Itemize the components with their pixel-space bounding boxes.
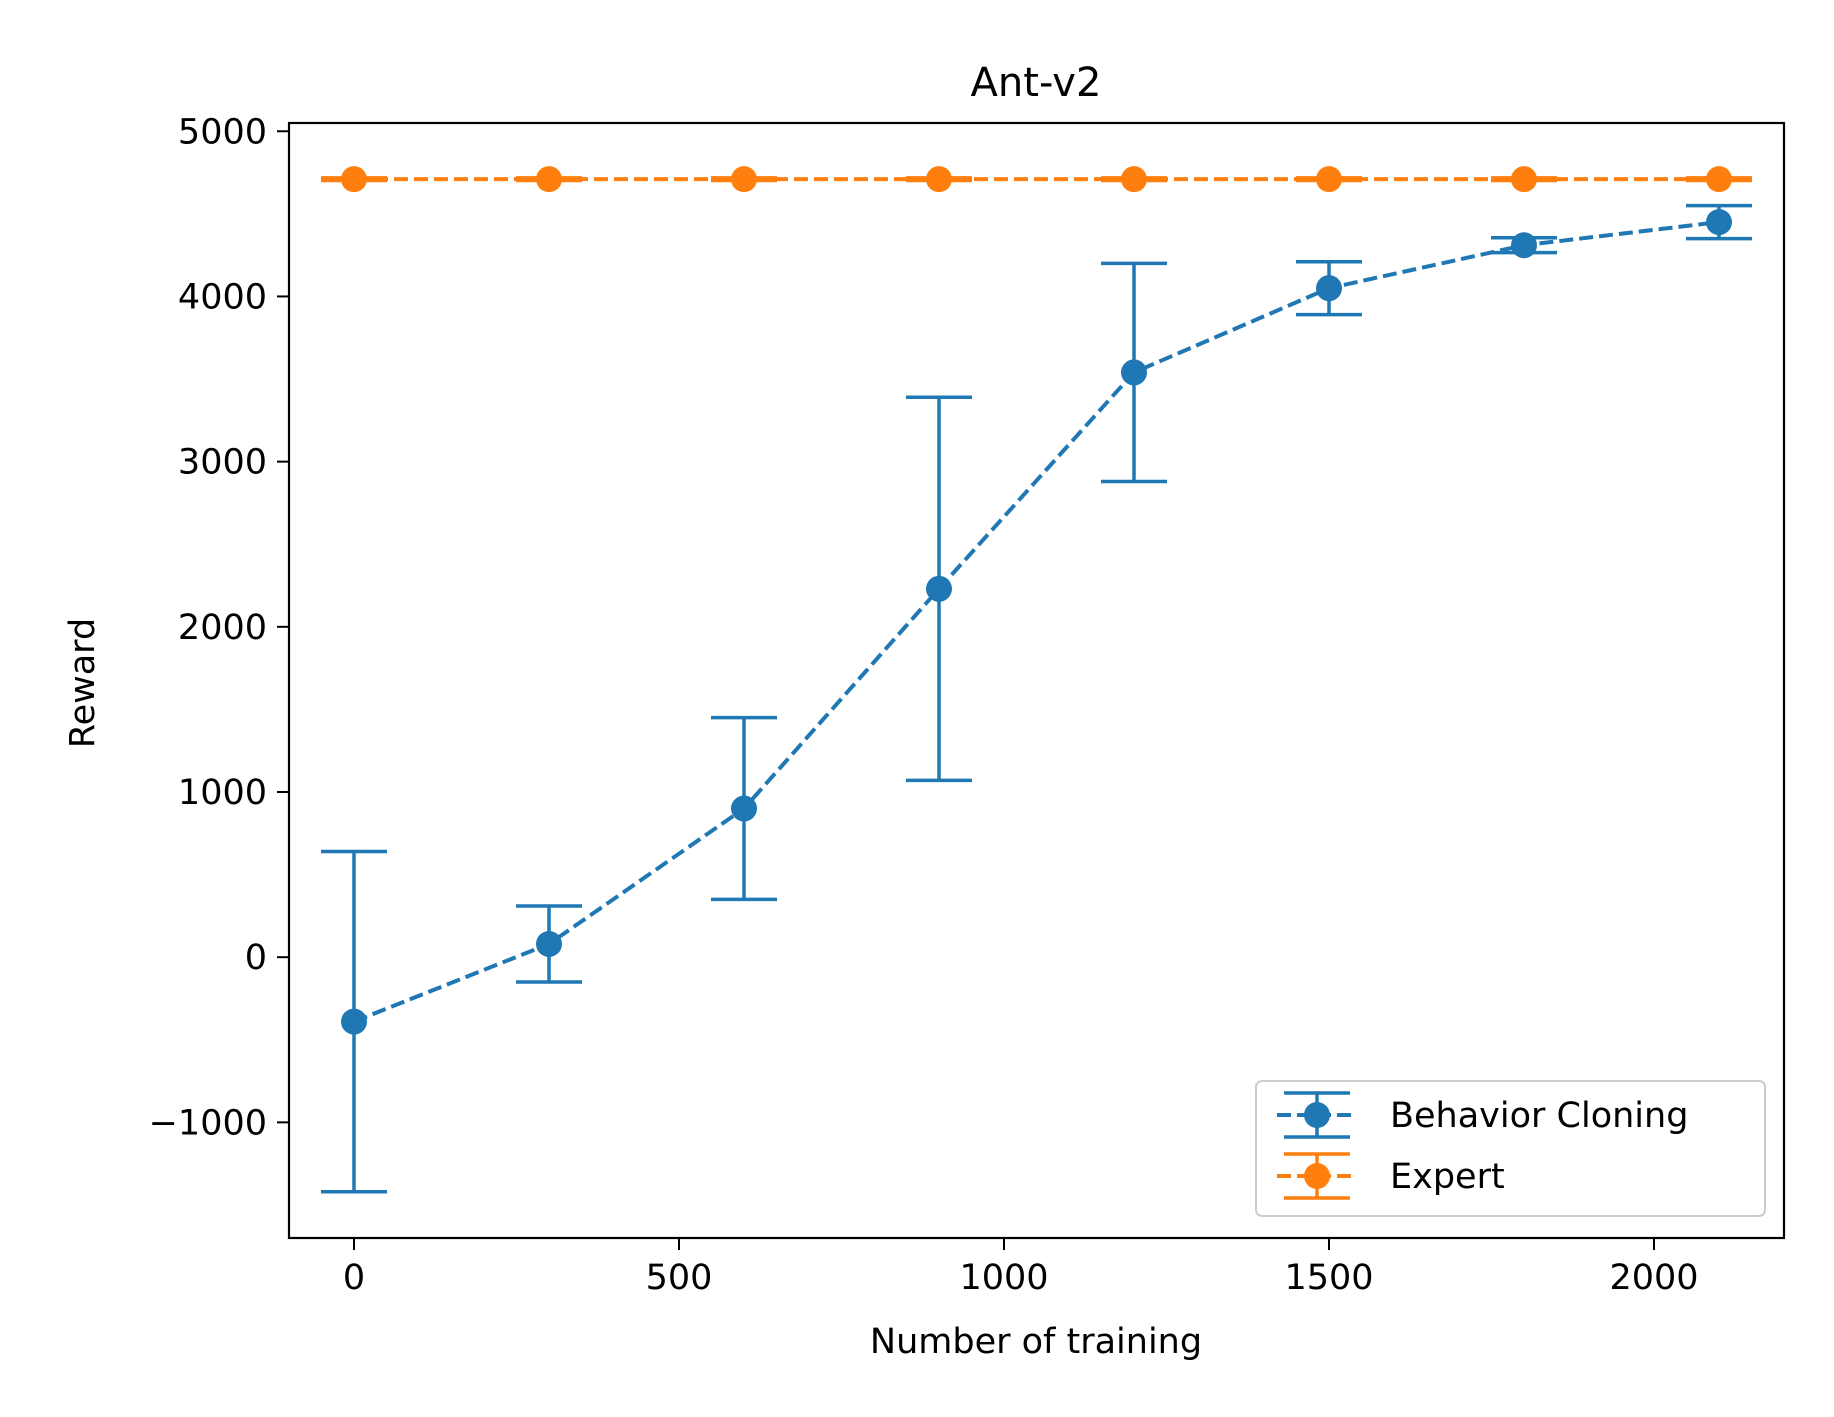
plot-area <box>321 166 1752 1194</box>
data-point <box>341 1008 367 1035</box>
series-expert <box>321 166 1752 193</box>
data-point <box>1511 166 1537 193</box>
series-line <box>353 220 1720 1024</box>
data-point <box>926 166 952 193</box>
data-point <box>1121 359 1147 386</box>
legend-label: Behavior Cloning <box>1390 1096 1688 1136</box>
data-point <box>731 795 757 822</box>
data-point <box>1511 232 1537 259</box>
legend-marker <box>1304 1102 1330 1128</box>
x-tick-label: 1500 <box>1284 1258 1373 1298</box>
legend-marker <box>1304 1163 1330 1189</box>
y-tick-label: −1000 <box>149 1103 267 1143</box>
legend-item: Expert <box>1277 1152 1505 1200</box>
data-point <box>536 166 562 193</box>
x-tick-label: 0 <box>343 1258 365 1298</box>
data-point <box>1121 166 1147 193</box>
y-tick-label: 5000 <box>178 112 267 152</box>
axes-frame <box>287 121 1786 1240</box>
y-axis-ticks: −1000 0 1000 2000 3000 4000 5000 <box>149 112 289 1143</box>
data-point <box>1316 166 1342 193</box>
x-tick-label: 500 <box>646 1258 713 1298</box>
series-behavior-cloning <box>321 203 1752 1194</box>
data-point <box>926 575 952 602</box>
data-point <box>1706 209 1732 236</box>
y-axis-label: Reward <box>63 618 103 748</box>
y-tick-label: 3000 <box>178 443 267 483</box>
y-tick-label: 2000 <box>178 608 267 648</box>
x-tick-label: 2000 <box>1609 1258 1698 1298</box>
x-tick-label: 1000 <box>959 1258 1048 1298</box>
data-point <box>731 166 757 193</box>
data-point <box>536 930 562 957</box>
y-tick-label: 1000 <box>178 773 267 813</box>
legend-item: Behavior Cloning <box>1277 1091 1688 1139</box>
data-point <box>1706 166 1732 193</box>
x-axis-label: Number of training <box>870 1322 1202 1362</box>
y-tick-label: 0 <box>245 938 267 978</box>
legend-box <box>1255 1080 1766 1217</box>
data-point <box>341 166 367 193</box>
chart-title: Ant-v2 <box>971 60 1102 106</box>
legend-label: Expert <box>1390 1157 1505 1197</box>
y-tick-label: 4000 <box>178 277 267 317</box>
data-point <box>1316 275 1342 302</box>
x-axis-ticks: 0 500 1000 1500 2000 <box>343 1238 1699 1298</box>
legend: Behavior Cloning Expert <box>1255 1080 1766 1217</box>
